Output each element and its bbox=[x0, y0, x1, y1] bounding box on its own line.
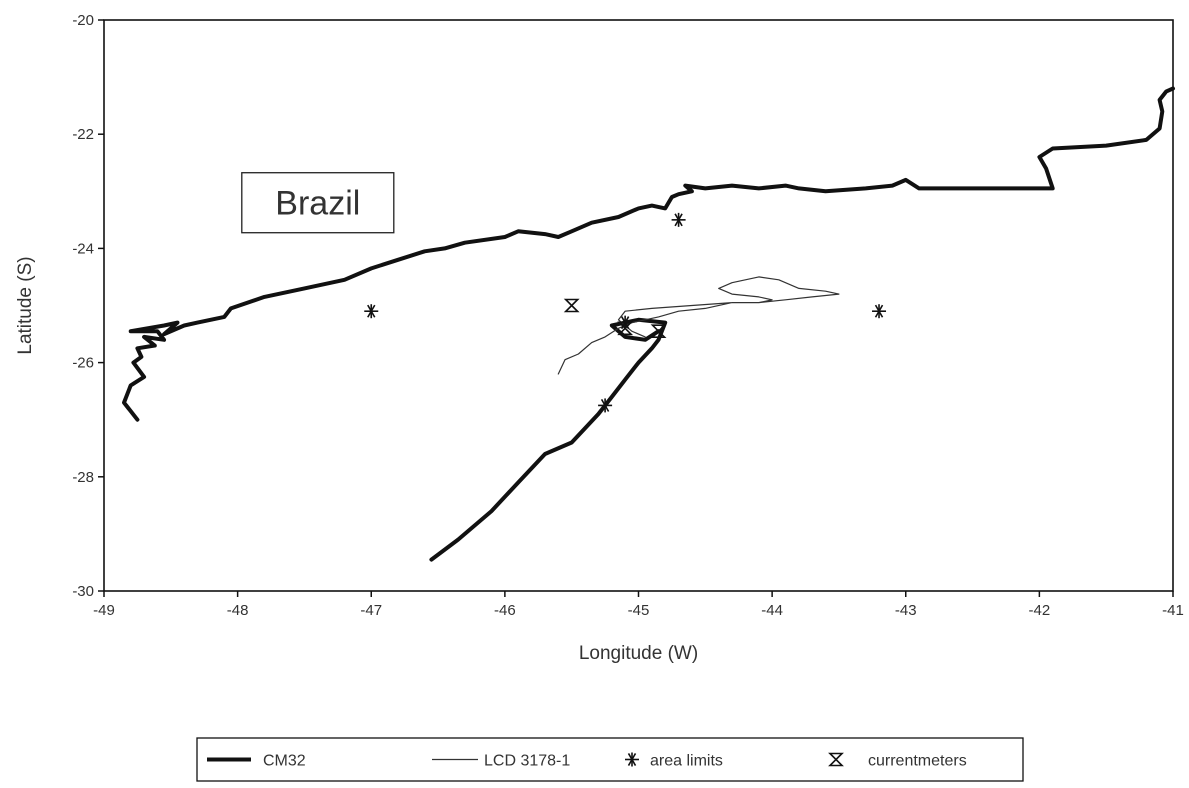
legend: CM32 LCD 3178-1 area limits currentmeters bbox=[196, 737, 1024, 782]
y-tick-label: -28 bbox=[72, 469, 94, 486]
annotation-box bbox=[241, 172, 395, 234]
x-tick-label: -46 bbox=[494, 602, 516, 619]
legend-label: CM32 bbox=[263, 753, 306, 770]
y-tick-label: -22 bbox=[72, 126, 94, 143]
legend-box bbox=[196, 737, 1024, 782]
currentmeter-marker bbox=[563, 298, 580, 313]
annotation-label: Brazil bbox=[275, 185, 360, 223]
y-tick-label: -26 bbox=[72, 355, 94, 372]
legend-label: area limits bbox=[650, 753, 723, 770]
x-axis-label: Longitude (W) bbox=[579, 643, 698, 664]
series-line-1 bbox=[429, 317, 668, 562]
legend-label: LCD 3178-1 bbox=[484, 753, 570, 770]
x-tick-label: -47 bbox=[360, 602, 382, 619]
legend-symbol-asterisk bbox=[625, 752, 639, 767]
area-limit-marker bbox=[671, 212, 686, 227]
x-tick-label: -42 bbox=[1029, 602, 1051, 619]
axes: -49 -48 -47 -46 -45 -44 -43 -42 -41 -30 -28 -26 -24 -… bbox=[15, 12, 1184, 664]
x-tick-label: -41 bbox=[1162, 602, 1184, 619]
x-tick-label: -49 bbox=[93, 602, 115, 619]
y-axis-label: Latitude (S) bbox=[15, 256, 36, 354]
series-line-2 bbox=[557, 276, 840, 375]
series-line-0 bbox=[122, 86, 1175, 422]
x-tick-label: -43 bbox=[895, 602, 917, 619]
plot-frame bbox=[103, 19, 1174, 592]
area-limit-marker bbox=[872, 304, 887, 319]
x-tick-label: -45 bbox=[628, 602, 650, 619]
legend-symbol-hourglass bbox=[828, 752, 844, 767]
y-tick-label: -24 bbox=[72, 240, 94, 257]
plot-area: Brazil bbox=[122, 86, 1175, 562]
y-tick-label: -30 bbox=[72, 583, 94, 600]
y-tick-label: -20 bbox=[72, 12, 94, 29]
x-tick-label: -44 bbox=[761, 602, 783, 619]
currentmeter-marker bbox=[617, 321, 634, 336]
area-limit-marker bbox=[598, 398, 613, 413]
area-limit-marker bbox=[364, 304, 379, 319]
x-tick-label: -48 bbox=[227, 602, 249, 619]
currentmeter-marker bbox=[650, 324, 667, 338]
legend-label: currentmeters bbox=[868, 753, 967, 770]
